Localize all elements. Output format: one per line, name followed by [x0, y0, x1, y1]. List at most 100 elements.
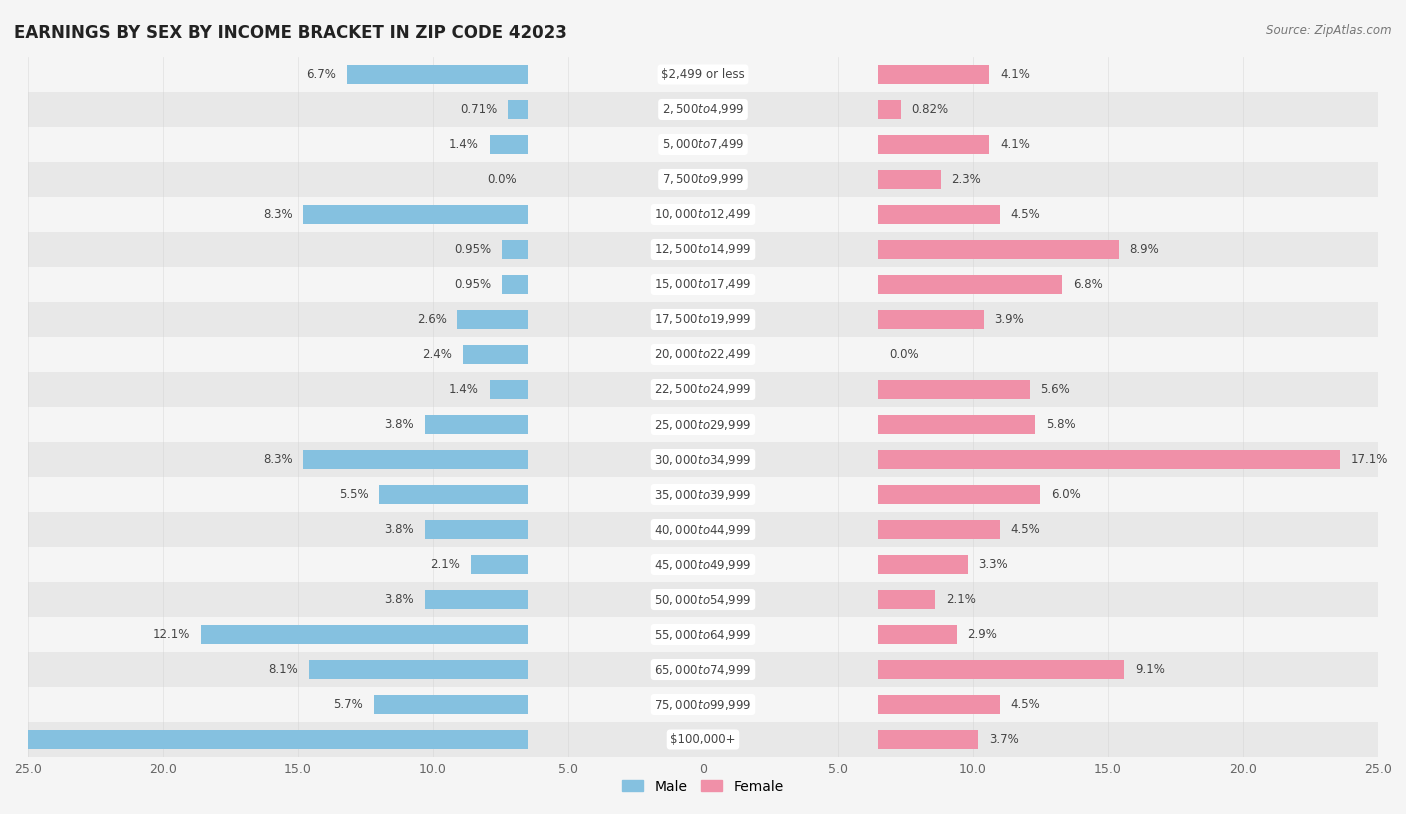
Text: 3.8%: 3.8% [384, 418, 415, 431]
Bar [879, 170, 941, 189]
Text: Source: ZipAtlas.com: Source: ZipAtlas.com [1267, 24, 1392, 37]
Text: $65,000 to $74,999: $65,000 to $74,999 [654, 663, 752, 676]
Text: $22,500 to $24,999: $22,500 to $24,999 [654, 383, 752, 396]
Text: 2.9%: 2.9% [967, 628, 997, 641]
Text: $35,000 to $39,999: $35,000 to $39,999 [654, 488, 752, 501]
Bar [489, 380, 527, 399]
Text: 2.3%: 2.3% [952, 173, 981, 186]
Bar [879, 415, 1035, 434]
Text: $55,000 to $64,999: $55,000 to $64,999 [654, 628, 752, 641]
Text: 4.5%: 4.5% [1011, 208, 1040, 221]
Bar [509, 100, 527, 119]
Text: $30,000 to $34,999: $30,000 to $34,999 [654, 453, 752, 466]
Text: $12,500 to $14,999: $12,500 to $14,999 [654, 243, 752, 256]
Text: 0.0%: 0.0% [889, 348, 920, 361]
Text: $100,000+: $100,000+ [671, 733, 735, 746]
Text: $7,500 to $9,999: $7,500 to $9,999 [662, 173, 744, 186]
Text: 8.3%: 8.3% [263, 453, 292, 466]
Bar [879, 590, 935, 609]
Text: 5.8%: 5.8% [1046, 418, 1076, 431]
Bar [304, 205, 527, 224]
Bar [347, 65, 527, 84]
Text: 4.1%: 4.1% [1000, 68, 1029, 81]
Text: 0.95%: 0.95% [454, 278, 491, 291]
Bar [425, 520, 527, 539]
Bar [28, 582, 1378, 617]
Bar [879, 100, 901, 119]
Bar [879, 380, 1029, 399]
Bar [879, 65, 990, 84]
Text: 3.7%: 3.7% [990, 733, 1019, 746]
Text: 6.0%: 6.0% [1052, 488, 1081, 501]
Text: 3.8%: 3.8% [384, 593, 415, 606]
Text: 8.9%: 8.9% [1129, 243, 1160, 256]
Text: 4.1%: 4.1% [1000, 138, 1029, 151]
Text: $45,000 to $49,999: $45,000 to $49,999 [654, 558, 752, 571]
Bar [28, 337, 1378, 372]
Text: $17,500 to $19,999: $17,500 to $19,999 [654, 313, 752, 326]
Bar [463, 345, 527, 364]
Text: EARNINGS BY SEX BY INCOME BRACKET IN ZIP CODE 42023: EARNINGS BY SEX BY INCOME BRACKET IN ZIP… [14, 24, 567, 42]
Bar [879, 310, 984, 329]
Text: $2,500 to $4,999: $2,500 to $4,999 [662, 103, 744, 116]
Bar [28, 442, 1378, 477]
Text: 4.5%: 4.5% [1011, 523, 1040, 536]
Bar [489, 135, 527, 154]
Bar [879, 520, 1000, 539]
Text: 1.4%: 1.4% [449, 383, 479, 396]
Text: 0.95%: 0.95% [454, 243, 491, 256]
Bar [28, 92, 1378, 127]
Text: $75,000 to $99,999: $75,000 to $99,999 [654, 698, 752, 711]
Text: 0.71%: 0.71% [460, 103, 498, 116]
Bar [28, 232, 1378, 267]
Bar [0, 730, 527, 749]
Bar [28, 512, 1378, 547]
Bar [879, 275, 1062, 294]
Bar [471, 555, 527, 574]
Text: $5,000 to $7,499: $5,000 to $7,499 [662, 138, 744, 151]
Bar [879, 135, 990, 154]
Text: $40,000 to $44,999: $40,000 to $44,999 [654, 523, 752, 536]
Text: 6.7%: 6.7% [307, 68, 336, 81]
Text: 2.1%: 2.1% [430, 558, 460, 571]
Text: $15,000 to $17,499: $15,000 to $17,499 [654, 278, 752, 291]
Legend: Male, Female: Male, Female [617, 774, 789, 799]
Text: 6.8%: 6.8% [1073, 278, 1102, 291]
Bar [879, 660, 1125, 679]
Bar [879, 485, 1040, 504]
Text: 3.9%: 3.9% [994, 313, 1025, 326]
Bar [879, 205, 1000, 224]
Bar [879, 240, 1119, 259]
Bar [374, 695, 527, 714]
Text: 0.82%: 0.82% [911, 103, 949, 116]
Bar [28, 372, 1378, 407]
Bar [28, 197, 1378, 232]
Bar [28, 407, 1378, 442]
Bar [304, 450, 527, 469]
Bar [28, 687, 1378, 722]
Text: 5.5%: 5.5% [339, 488, 368, 501]
Text: 8.1%: 8.1% [269, 663, 298, 676]
Text: $50,000 to $54,999: $50,000 to $54,999 [654, 593, 752, 606]
Bar [309, 660, 527, 679]
Bar [28, 127, 1378, 162]
Bar [457, 310, 527, 329]
Text: 17.1%: 17.1% [1351, 453, 1388, 466]
Text: 3.3%: 3.3% [979, 558, 1008, 571]
Bar [28, 547, 1378, 582]
Bar [28, 57, 1378, 92]
Text: 5.7%: 5.7% [333, 698, 363, 711]
Bar [425, 415, 527, 434]
Text: 1.4%: 1.4% [449, 138, 479, 151]
Bar [28, 162, 1378, 197]
Text: $25,000 to $29,999: $25,000 to $29,999 [654, 418, 752, 431]
Text: 3.8%: 3.8% [384, 523, 415, 536]
Bar [28, 652, 1378, 687]
Text: 2.6%: 2.6% [416, 313, 447, 326]
Bar [502, 275, 527, 294]
Text: 12.1%: 12.1% [153, 628, 190, 641]
Text: 4.5%: 4.5% [1011, 698, 1040, 711]
Text: 2.4%: 2.4% [422, 348, 451, 361]
Bar [502, 240, 527, 259]
Bar [28, 617, 1378, 652]
